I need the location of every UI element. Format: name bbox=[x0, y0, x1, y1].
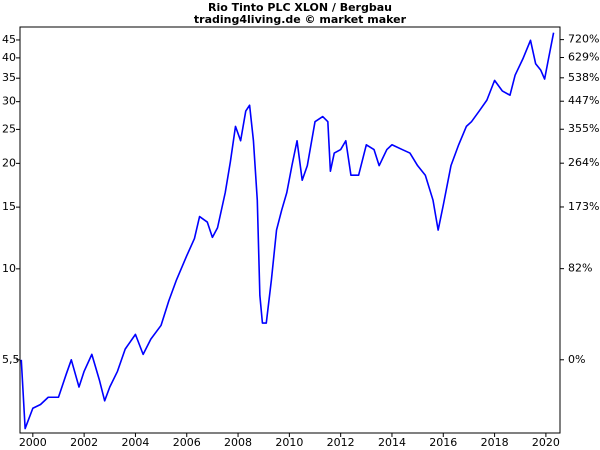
y-tick-label: 25 bbox=[2, 122, 16, 135]
y-tick-label: 15 bbox=[2, 200, 16, 213]
y-tick-label: 40 bbox=[2, 51, 16, 64]
y-tick-label: 10 bbox=[2, 262, 16, 275]
x-tick-label: 2018 bbox=[481, 436, 509, 449]
y-tick-label: 20 bbox=[2, 156, 16, 169]
y-tick-label: 30 bbox=[2, 95, 16, 108]
chart-title: Rio Tinto PLC XLON / Bergbau bbox=[208, 1, 392, 14]
x-tick-label: 2010 bbox=[275, 436, 303, 449]
y2-tick-label: 447% bbox=[568, 94, 599, 107]
x-tick-label: 2012 bbox=[327, 436, 355, 449]
x-tick-label: 2006 bbox=[173, 436, 201, 449]
x-tick-label: 2008 bbox=[224, 436, 252, 449]
y2-tick-label: 264% bbox=[568, 156, 599, 169]
x-tick-label: 2016 bbox=[429, 436, 457, 449]
x-tick-label: 2004 bbox=[121, 436, 149, 449]
y2-tick-label: 538% bbox=[568, 71, 599, 84]
y2-tick-label: 82% bbox=[568, 262, 592, 275]
price-line bbox=[20, 32, 555, 430]
x-tick-label: 2020 bbox=[532, 436, 560, 449]
y2-tick-label: 629% bbox=[568, 51, 599, 64]
y-tick-label: 45 bbox=[2, 33, 16, 46]
x-tick-label: 2002 bbox=[70, 436, 98, 449]
chart-subtitle: trading4living.de © market maker bbox=[194, 13, 407, 26]
y2-tick-label: 720% bbox=[568, 33, 599, 46]
y2-tick-label: 0% bbox=[568, 353, 585, 366]
y-tick-label: 35 bbox=[2, 71, 16, 84]
y2-tick-label: 355% bbox=[568, 122, 599, 135]
y2-tick-label: 173% bbox=[568, 200, 599, 213]
plot-frame bbox=[19, 26, 561, 434]
x-tick-label: 2014 bbox=[378, 436, 406, 449]
x-tick-label: 2000 bbox=[19, 436, 47, 449]
y-tick-label: 5,5 bbox=[2, 353, 20, 366]
